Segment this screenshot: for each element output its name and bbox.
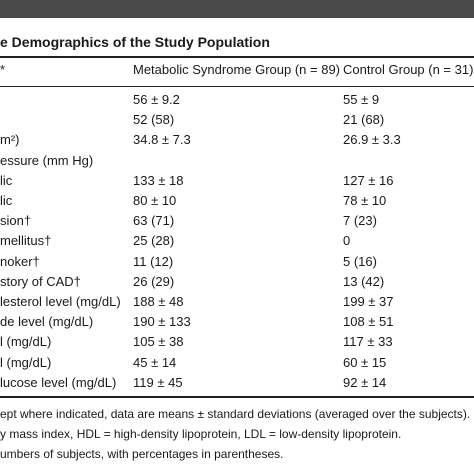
row-label: l (mg/dL) xyxy=(0,354,52,370)
row-label: mellitus† xyxy=(0,233,52,249)
cell: 21 (68) xyxy=(343,112,385,128)
cell: 117 ± 33 xyxy=(343,334,393,350)
cell: 119 ± 45 xyxy=(133,374,183,390)
cell: 11 (12) xyxy=(133,253,174,269)
row-label: story of CAD† xyxy=(0,273,81,289)
cell: 133 ± 18 xyxy=(133,172,184,188)
cell: 25 (28) xyxy=(133,233,175,249)
row-label: lic xyxy=(0,193,13,208)
cell: 52 (58) xyxy=(133,112,175,128)
cell: 55 ± 9 xyxy=(343,92,380,107)
row-label: de level (mg/dL) xyxy=(0,314,94,330)
table-title: e Demographics of the Study Population xyxy=(0,34,270,50)
column-header: Metabolic Syndrome Group (n = 89) xyxy=(133,62,341,77)
cell: 105 ± 38 xyxy=(133,334,184,350)
cell: 5 (16) xyxy=(343,253,377,269)
cell: 26.9 ± 3.3 xyxy=(343,132,401,148)
row-label: lesterol level (mg/dL) xyxy=(0,294,121,309)
cell: 188 ± 48 xyxy=(133,294,184,309)
rule xyxy=(0,86,474,87)
cell: 190 ± 133 xyxy=(133,314,191,330)
cell: 63 (71) xyxy=(133,213,175,229)
cell: 78 ± 10 xyxy=(343,193,387,208)
rule xyxy=(0,396,474,398)
cell: 199 ± 37 xyxy=(343,294,394,309)
column-header: * xyxy=(0,62,6,77)
cell: 80 ± 10 xyxy=(133,193,177,208)
cell: 127 ± 16 xyxy=(343,172,394,188)
footnote: y mass index, HDL = high-density lipopro… xyxy=(0,427,402,441)
row-label: lic xyxy=(0,172,13,188)
top-band xyxy=(0,0,474,18)
rule xyxy=(0,56,474,58)
cell: 60 ± 15 xyxy=(343,354,387,370)
row-label: lucose level (mg/dL) xyxy=(0,374,117,390)
column-header: Control Group (n = 31) xyxy=(343,62,474,77)
cell: 13 (42) xyxy=(343,273,385,289)
cell: 92 ± 14 xyxy=(343,374,387,390)
row-label: essure (mm Hg) xyxy=(0,152,94,168)
cell: 7 (23) xyxy=(343,213,377,229)
footnote: umbers of subjects, with percentages in … xyxy=(0,447,284,461)
footnote: ept where indicated, data are means ± st… xyxy=(0,407,471,421)
cell: 34.8 ± 7.3 xyxy=(133,132,191,148)
row-label: noker† xyxy=(0,253,40,269)
cell: 108 ± 51 xyxy=(343,314,394,330)
cell: 26 (29) xyxy=(133,273,175,289)
row-label: l (mg/dL) xyxy=(0,334,52,350)
cell: 45 ± 14 xyxy=(133,354,177,370)
row-label: sion† xyxy=(0,213,32,229)
cell: 56 ± 9.2 xyxy=(133,92,180,107)
cell: 0 xyxy=(343,233,351,249)
row-label: m²) xyxy=(0,132,20,148)
